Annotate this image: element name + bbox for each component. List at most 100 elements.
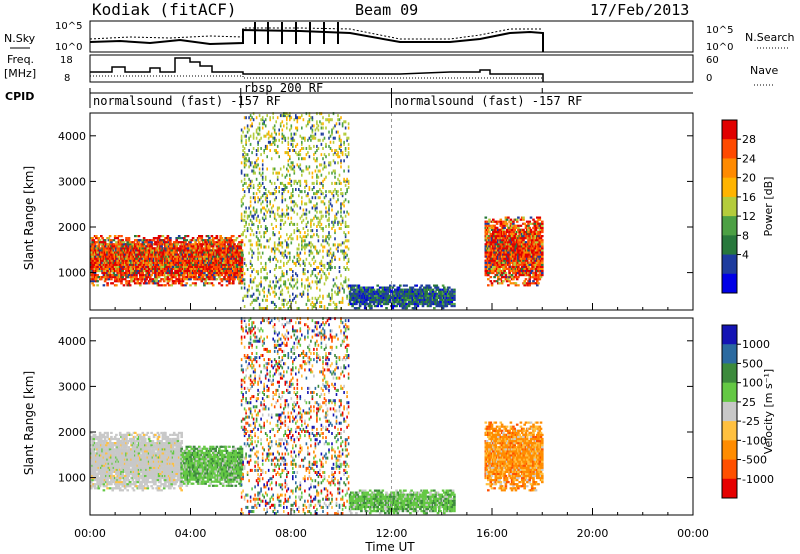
power-cell-2642 <box>270 181 273 185</box>
power-cell-4399 <box>446 302 450 306</box>
power-cell-4792 <box>502 243 505 246</box>
power-cell-2338 <box>249 259 252 263</box>
power-cell-4446 <box>484 267 488 270</box>
power-cell-3715 <box>346 284 348 288</box>
power-cell-2290 <box>245 157 247 161</box>
power-cell-784 <box>142 243 146 246</box>
power-cell-3519 <box>331 118 333 122</box>
power-cell-2557 <box>264 298 267 302</box>
power-cell-4845 <box>504 216 508 219</box>
power-cell-2492 <box>258 122 261 126</box>
power-cell-2439 <box>255 136 258 140</box>
power-cell-3688 <box>343 120 345 124</box>
power-cell-3302 <box>316 149 318 152</box>
power-cell-3293 <box>316 192 318 196</box>
power-cell-3330 <box>319 280 321 284</box>
power-cell-3054 <box>299 163 302 167</box>
power-cell-4812 <box>503 249 506 252</box>
power-cell-679 <box>136 280 140 283</box>
power-cell-2517 <box>261 307 264 310</box>
power-cell-1392 <box>185 282 189 285</box>
power-cell-3189 <box>308 114 311 118</box>
power-cell-4129 <box>405 298 408 301</box>
power-cell-3279 <box>316 286 318 290</box>
power-cell-3144 <box>305 147 308 150</box>
power-cell-3742 <box>347 200 350 204</box>
power-cell-3513 <box>331 181 333 185</box>
power-cell-1390 <box>184 241 187 244</box>
power-cell-763 <box>141 247 145 250</box>
power-cell-3323 <box>317 138 320 142</box>
power-cell-2531 <box>261 163 264 167</box>
power-cell-2523 <box>261 206 264 210</box>
power-cell-3066 <box>301 243 303 247</box>
power-cell-3618 <box>338 136 341 140</box>
power-cell-3679 <box>343 204 345 208</box>
power-cell-2657 <box>272 192 274 196</box>
power-cell-3621 <box>338 118 341 122</box>
power-cell-3540 <box>334 302 336 306</box>
power-cell-3412 <box>323 153 326 157</box>
power-cell-1945 <box>223 251 226 254</box>
power-cell-3163 <box>307 167 309 171</box>
power-cell-2540 <box>263 286 265 290</box>
power-cell-3713 <box>346 296 348 300</box>
power-cell-3386 <box>322 192 324 196</box>
power-cell-2896 <box>289 235 291 239</box>
power-cell-2472 <box>258 302 261 306</box>
power-cell-3406 <box>323 202 326 206</box>
power-cell-3409 <box>323 165 326 169</box>
power-cell-4803 <box>503 271 506 275</box>
power-cell-3509 <box>331 220 333 224</box>
power-cell-3073 <box>301 200 303 204</box>
power-cell-2677 <box>273 243 276 247</box>
power-cell-4486 <box>485 235 489 238</box>
power-cell-2252 <box>243 282 246 286</box>
power-cell-3328 <box>319 294 321 298</box>
power-cell-3176 <box>308 210 311 214</box>
power-cell-3329 <box>319 288 321 292</box>
power-cell-2648 <box>272 290 274 294</box>
power-cell-2476 <box>258 251 261 255</box>
power-cell-2660 <box>272 140 274 144</box>
power-cell-932 <box>154 271 157 275</box>
power-cell-2653 <box>272 231 274 235</box>
power-cell-1138 <box>167 284 171 287</box>
power-cell-4394 <box>445 305 449 308</box>
power-cell-2048 <box>230 276 234 279</box>
power-cell-2454 <box>257 237 259 241</box>
power-cell-3695 <box>344 245 347 249</box>
power-cell-3057 <box>299 134 302 138</box>
power-cell-2925 <box>290 196 293 200</box>
power-cell-3770 <box>351 305 354 308</box>
power-cell-3351 <box>320 268 323 271</box>
power-cell-2716 <box>276 280 279 284</box>
power-cell-3191 <box>310 302 312 306</box>
power-cell-2741 <box>278 190 280 194</box>
power-cell-4312 <box>433 307 436 310</box>
power-cell-3592 <box>337 190 339 194</box>
power-cell-2943 <box>292 286 294 290</box>
power-cell-3433 <box>326 307 329 310</box>
power-cell-3225 <box>311 196 314 200</box>
power-cell-4536 <box>488 226 491 229</box>
power-cell-3570 <box>335 247 338 251</box>
power-cell-3503 <box>331 266 333 269</box>
power-cell-4367 <box>441 307 445 310</box>
power-cell-2281 <box>245 235 247 239</box>
power-cell-3383 <box>322 227 324 230</box>
power-cell-2578 <box>264 144 267 148</box>
power-cell-3773 <box>351 296 354 299</box>
power-cell-2314 <box>248 251 250 255</box>
power-cell-3080 <box>301 142 303 146</box>
power-cell-4855 <box>505 253 509 256</box>
power-cell-3055 <box>299 153 302 157</box>
power-cell-2701 <box>275 266 277 269</box>
power-cell-3168 <box>308 298 311 302</box>
power-cell-4754 <box>500 269 504 273</box>
power-cell-4678 <box>495 222 499 225</box>
power-cell-3595 <box>337 155 339 159</box>
power-cell-4432 <box>451 294 455 297</box>
power-cell-3485 <box>329 261 332 265</box>
power-cell-4114 <box>402 290 406 293</box>
